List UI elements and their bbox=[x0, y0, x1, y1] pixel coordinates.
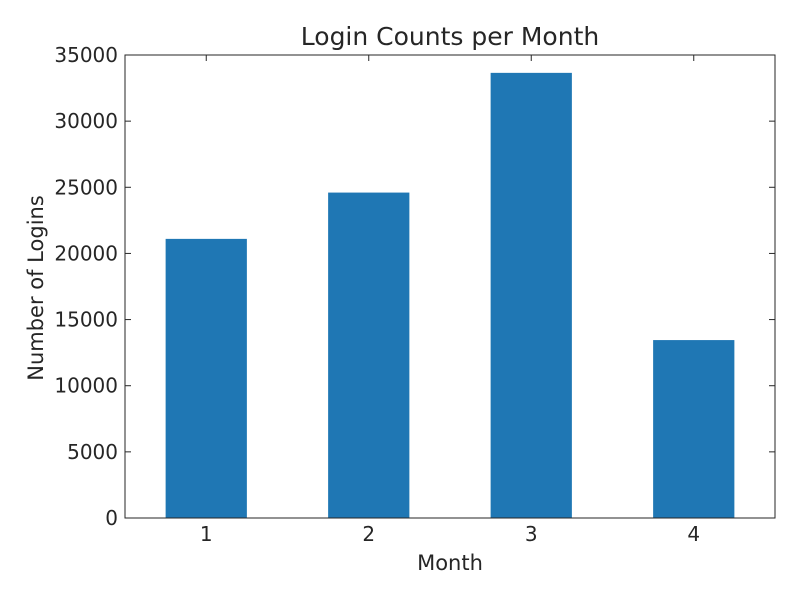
y-tick-label: 20000 bbox=[54, 241, 118, 265]
x-tick-label: 1 bbox=[200, 522, 213, 546]
x-tick-label: 2 bbox=[362, 522, 375, 546]
bar-month-1 bbox=[165, 238, 247, 518]
bar-month-3 bbox=[490, 72, 572, 518]
y-tick-label: 25000 bbox=[54, 175, 118, 199]
bars-group bbox=[165, 72, 735, 518]
y-tick-label: 35000 bbox=[54, 43, 118, 67]
bar-month-4 bbox=[653, 340, 735, 518]
y-tick-label: 10000 bbox=[54, 374, 118, 398]
x-axis-label: Month bbox=[417, 551, 483, 575]
y-tick-labels: 0 5000 10000 15000 20000 25000 30000 35000 bbox=[54, 43, 118, 530]
y-tick-label: 5000 bbox=[67, 440, 118, 464]
x-tick-labels: 1 2 3 4 bbox=[200, 522, 700, 546]
chart-title: Login Counts per Month bbox=[301, 22, 599, 51]
y-tick-label: 0 bbox=[105, 506, 118, 530]
plot-frame bbox=[124, 54, 776, 519]
x-tick-label: 3 bbox=[525, 522, 538, 546]
bar-month-2 bbox=[328, 192, 410, 518]
y-axis-label: Number of Logins bbox=[24, 195, 48, 381]
y-tick-label: 30000 bbox=[54, 109, 118, 133]
x-tick-label: 4 bbox=[687, 522, 700, 546]
y-tick-label: 15000 bbox=[54, 308, 118, 332]
